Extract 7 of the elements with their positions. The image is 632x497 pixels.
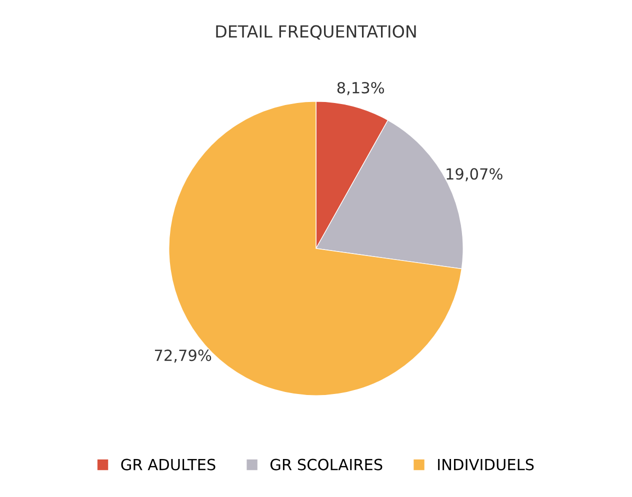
data-label: 19,07% <box>446 168 502 182</box>
legend-label: GR ADULTES <box>121 458 216 470</box>
data-label: 72,79% <box>154 350 212 363</box>
legend-label: GR SCOLAIRES <box>270 458 382 470</box>
legend-label: INDIVIDUELS <box>438 458 534 470</box>
data-label: 8,13% <box>337 82 384 96</box>
chart-title: DETAIL FREQUENTATION <box>216 25 416 40</box>
